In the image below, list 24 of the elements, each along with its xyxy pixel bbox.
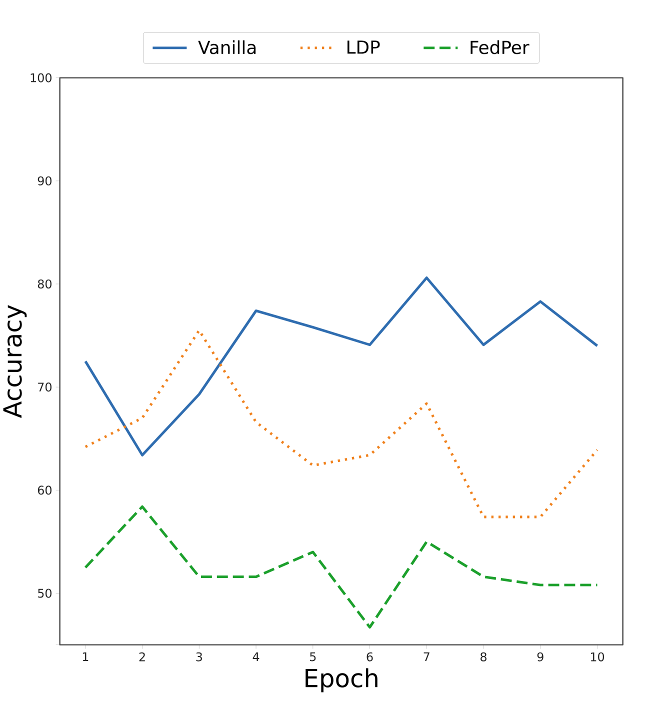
line-series xyxy=(84,505,599,629)
x-tick-label: 2 xyxy=(140,652,146,662)
y-tick-label: 70 xyxy=(38,382,52,392)
y-tick-label: 80 xyxy=(38,279,52,288)
x-tick-label: 3 xyxy=(196,652,202,662)
legend-label: FedPer xyxy=(470,40,530,54)
y-tick-label: 60 xyxy=(38,486,52,495)
x-tick-label: 6 xyxy=(366,652,373,662)
legend-label: Vanilla xyxy=(198,40,256,54)
x-axis-title: Epoch xyxy=(306,668,378,692)
y-tick-label: 50 xyxy=(38,588,52,598)
y-tick-label: 100 xyxy=(30,73,52,82)
x-tick-label: 9 xyxy=(537,652,544,662)
legend-label: LDP xyxy=(348,40,380,54)
x-tick-label: 1 xyxy=(83,652,88,662)
x-tick-label: 4 xyxy=(252,652,260,662)
line-series xyxy=(84,276,599,456)
x-tick-label: 8 xyxy=(480,652,487,662)
x-tick-label: 7 xyxy=(424,652,430,662)
y-tick-label: 90 xyxy=(38,176,52,186)
y-axis-title: Accuracy xyxy=(3,305,27,418)
x-tick-label: 10 xyxy=(591,652,604,662)
x-tick-label: 5 xyxy=(310,652,316,662)
line-series xyxy=(84,329,599,518)
